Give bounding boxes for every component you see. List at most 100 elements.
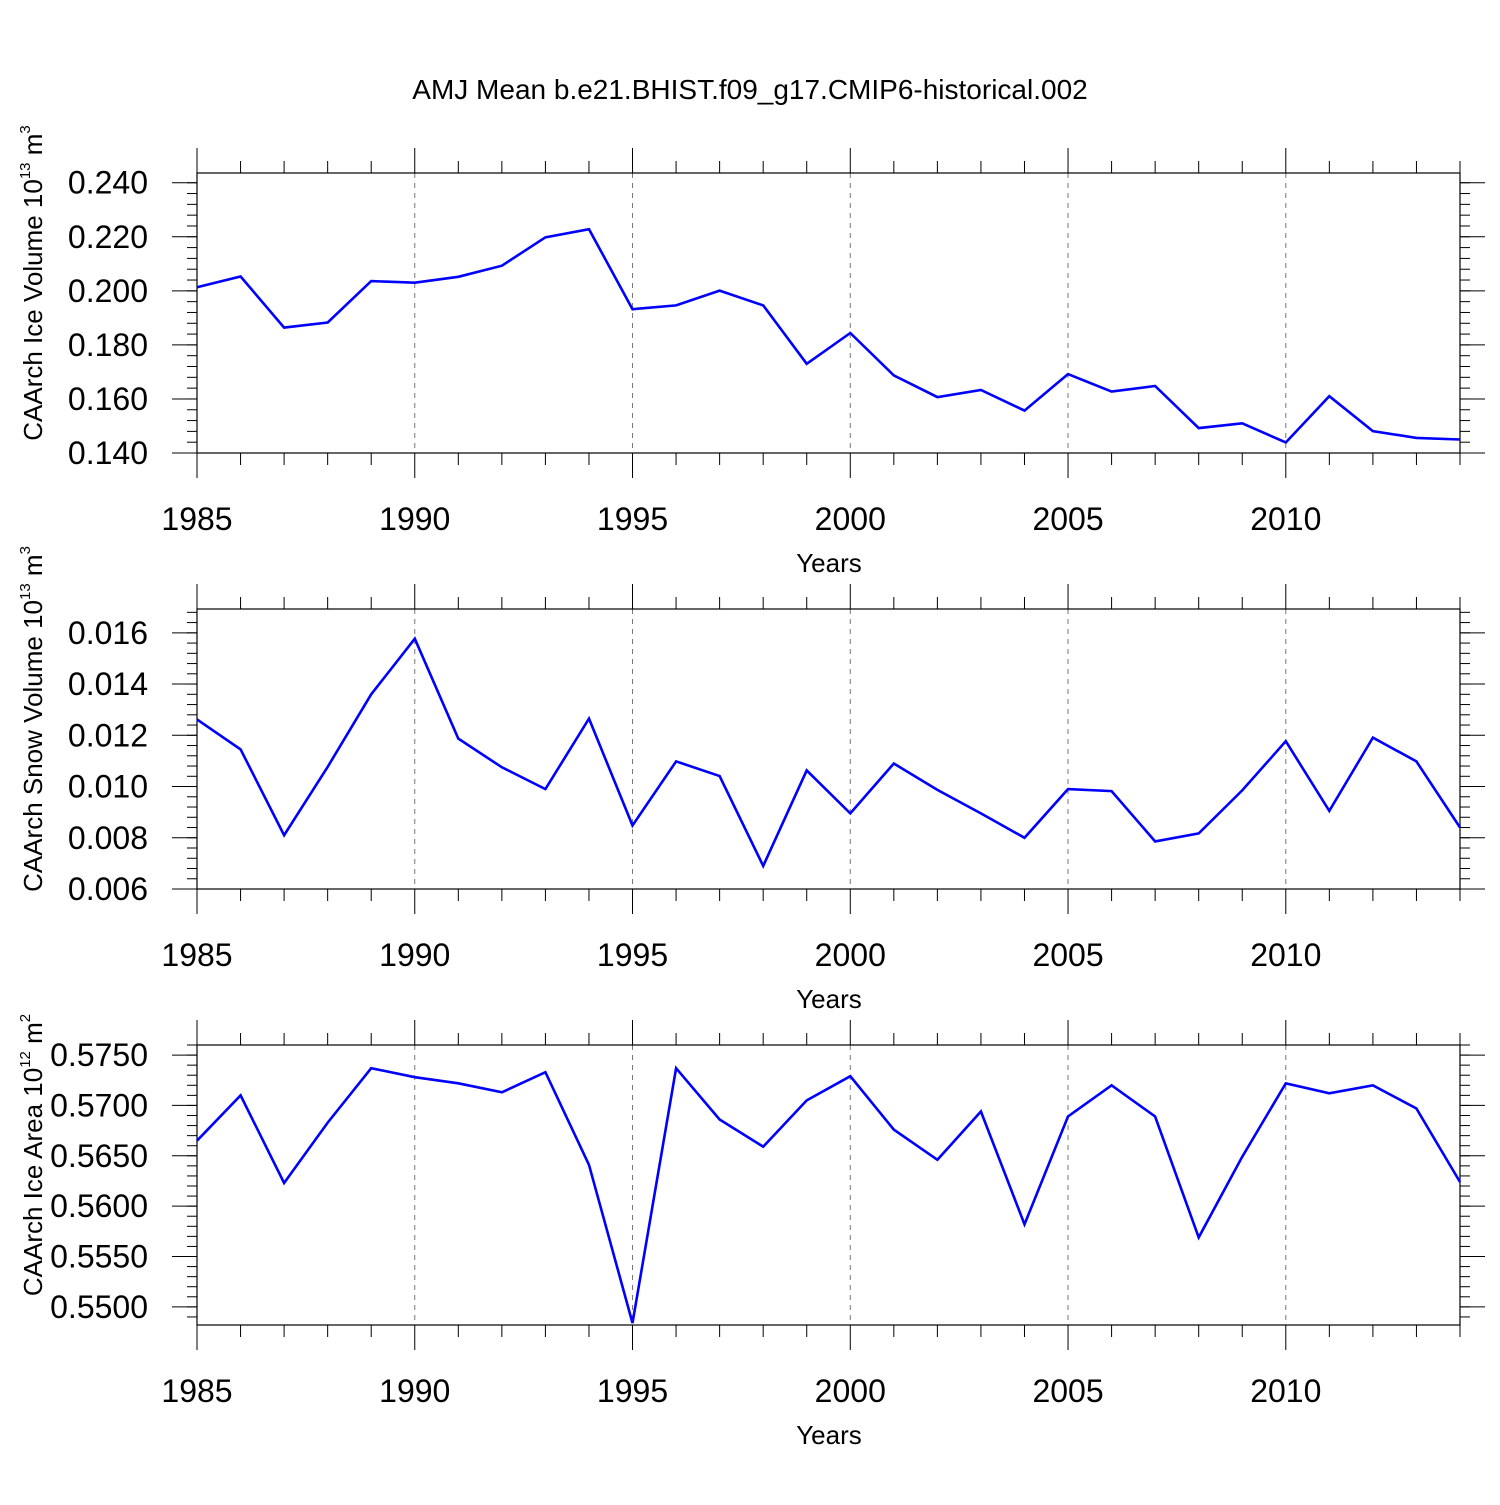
panel-snow-volume: 1985 1990 1995 2000 2005 2010 Years 0.006 0.008 0… xyxy=(17,546,1485,1014)
data-point xyxy=(1414,436,1418,440)
data-point xyxy=(1327,809,1331,813)
data-point xyxy=(543,787,547,791)
data-point xyxy=(587,1163,591,1167)
plot-frame xyxy=(196,1044,1461,1326)
data-point xyxy=(1197,1235,1201,1239)
data-point xyxy=(1458,826,1462,830)
data-point xyxy=(761,303,765,307)
data-point xyxy=(195,717,199,721)
x-axis-label: Years xyxy=(796,548,862,578)
data-point xyxy=(239,1093,243,1097)
data-point xyxy=(979,388,983,392)
x-axis-label: Years xyxy=(796,984,862,1014)
y-tick-label: 0.014 xyxy=(68,666,148,702)
y-axis-label: CAArch Snow Volume 1013 m3 xyxy=(17,546,48,892)
series-line xyxy=(196,636,1462,869)
data-point xyxy=(1153,384,1157,388)
data-point xyxy=(1110,390,1114,394)
data-point xyxy=(1110,1083,1114,1087)
y-axis-label: CAArch Ice Area 1012 m2 xyxy=(17,1014,48,1296)
data-point xyxy=(1022,1222,1026,1226)
data-point xyxy=(631,823,635,827)
x-tick-label: 2005 xyxy=(1032,937,1103,973)
y-tick-label: 0.5500 xyxy=(50,1289,148,1325)
series-line xyxy=(196,1065,1462,1324)
data-point xyxy=(543,235,547,239)
data-point xyxy=(935,788,939,792)
data-point xyxy=(631,307,635,311)
data-point xyxy=(848,331,852,335)
data-point xyxy=(674,1066,678,1070)
data-point xyxy=(1371,429,1375,433)
data-point xyxy=(282,1181,286,1185)
y-tick-label: 0.016 xyxy=(68,615,148,651)
data-point xyxy=(500,1090,504,1094)
data-point xyxy=(282,326,286,330)
data-point xyxy=(1284,440,1288,444)
data-point xyxy=(1458,437,1462,441)
y-tick-label: 0.012 xyxy=(68,717,148,753)
data-point xyxy=(195,1139,199,1143)
data-point xyxy=(674,759,678,763)
x-axis-label: Years xyxy=(796,1420,862,1450)
data-point xyxy=(239,275,243,279)
data-point xyxy=(1066,1115,1070,1119)
y-tick-label: 0.5550 xyxy=(50,1239,148,1275)
data-point xyxy=(1197,426,1201,430)
panel-ice-volume: 1985 1990 1995 2000 2005 2010 Years 0.140 0.160 0… xyxy=(17,125,1485,578)
y-tick-label: 0.180 xyxy=(68,327,148,363)
data-point xyxy=(761,1145,765,1149)
y-tick-label: 0.5600 xyxy=(50,1188,148,1224)
data-point xyxy=(1240,421,1244,425)
data-point xyxy=(892,1128,896,1132)
data-point xyxy=(413,281,417,285)
data-point xyxy=(326,1121,330,1125)
data-point xyxy=(369,1066,373,1070)
data-point xyxy=(1240,1155,1244,1159)
data-point xyxy=(543,1070,547,1074)
x-tick-label: 1985 xyxy=(161,1373,232,1409)
data-point xyxy=(892,373,896,377)
data-point xyxy=(1110,789,1114,793)
data-point xyxy=(413,637,417,641)
data-point xyxy=(1414,1106,1418,1110)
x-tick-label: 2010 xyxy=(1250,937,1321,973)
x-tick-label: 2000 xyxy=(815,501,886,537)
x-tick-label: 2000 xyxy=(815,937,886,973)
x-tick-label: 1990 xyxy=(379,501,450,537)
data-point xyxy=(1066,372,1070,376)
y-tick-label: 0.220 xyxy=(68,219,148,255)
plot-frame xyxy=(196,608,1461,890)
data-point xyxy=(1327,1091,1331,1095)
plot-frame xyxy=(196,172,1461,454)
x-tick-label: 2010 xyxy=(1250,1373,1321,1409)
x-tick-label: 1995 xyxy=(597,937,668,973)
data-point xyxy=(456,737,460,741)
x-tick-label: 2005 xyxy=(1032,501,1103,537)
data-point xyxy=(1284,739,1288,743)
y-tick-label: 0.140 xyxy=(68,435,148,471)
y-tick-label: 0.240 xyxy=(68,165,148,201)
data-point xyxy=(718,1118,722,1122)
data-point xyxy=(718,774,722,778)
data-point xyxy=(587,227,591,231)
y-axis-label: CAArch Ice Volume 1013 m3 xyxy=(17,125,48,441)
data-point xyxy=(587,717,591,721)
data-point xyxy=(805,768,809,772)
data-point xyxy=(848,1074,852,1078)
data-point xyxy=(1197,831,1201,835)
y-tick-label: 0.200 xyxy=(68,273,148,309)
data-point xyxy=(674,303,678,307)
data-point xyxy=(413,1075,417,1079)
data-point xyxy=(1327,394,1331,398)
figure-title: AMJ Mean b.e21.BHIST.f09_g17.CMIP6-histo… xyxy=(412,74,1087,105)
panel-ice-area: 1985 1990 1995 2000 2005 2010 Years 0.5500 0.555… xyxy=(17,1014,1485,1450)
y-tick-label: 0.5700 xyxy=(50,1087,148,1123)
x-tick-label: 2000 xyxy=(815,1373,886,1409)
data-point xyxy=(1414,759,1418,763)
data-point xyxy=(761,864,765,868)
data-point xyxy=(935,395,939,399)
x-tick-label: 1995 xyxy=(597,1373,668,1409)
series-line xyxy=(196,227,1461,445)
data-point xyxy=(456,275,460,279)
